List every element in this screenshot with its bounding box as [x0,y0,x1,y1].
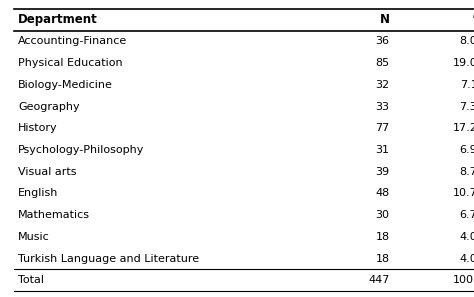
Text: 18: 18 [375,232,390,242]
Text: Turkish Language and Literature: Turkish Language and Literature [18,254,199,263]
Text: 30: 30 [375,210,390,220]
Text: 39: 39 [375,167,390,177]
Text: 6.71: 6.71 [460,210,474,220]
Text: Mathematics: Mathematics [18,210,90,220]
Text: 4.03: 4.03 [460,254,474,263]
Text: Physical Education: Physical Education [18,58,123,68]
Text: 48: 48 [375,188,390,198]
Text: 8.05: 8.05 [460,37,474,46]
Text: 31: 31 [375,145,390,155]
Text: 100.0: 100.0 [453,275,474,285]
Text: Visual arts: Visual arts [18,167,76,177]
Text: 10.74: 10.74 [453,188,474,198]
Text: 4.03: 4.03 [460,232,474,242]
Text: 8.72: 8.72 [459,167,474,177]
Text: 77: 77 [375,123,390,133]
Text: 36: 36 [375,37,390,46]
Text: N: N [380,13,390,26]
Text: 447: 447 [368,275,390,285]
Text: 19.02: 19.02 [453,58,474,68]
Text: Biology-Medicine: Biology-Medicine [18,80,113,90]
Text: Total: Total [18,275,44,285]
Text: 7.37: 7.37 [460,102,474,112]
Text: 85: 85 [375,58,390,68]
Text: 18: 18 [375,254,390,263]
Text: 33: 33 [375,102,390,112]
Text: Psychology-Philosophy: Psychology-Philosophy [18,145,145,155]
Text: 32: 32 [375,80,390,90]
Text: Department: Department [18,13,98,26]
Text: 7.16: 7.16 [460,80,474,90]
Text: 6.94: 6.94 [460,145,474,155]
Text: %: % [473,13,474,26]
Text: Geography: Geography [18,102,80,112]
Text: Music: Music [18,232,50,242]
Text: Accounting-Finance: Accounting-Finance [18,37,127,46]
Text: History: History [18,123,58,133]
Text: English: English [18,188,58,198]
Text: 17.23: 17.23 [453,123,474,133]
